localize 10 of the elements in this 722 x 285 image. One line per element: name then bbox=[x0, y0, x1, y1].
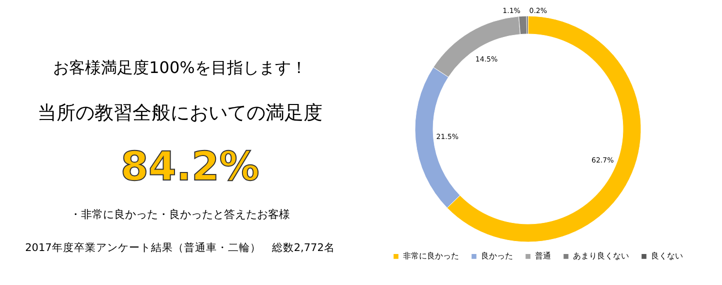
legend-label: 普通 bbox=[535, 251, 551, 260]
text: 84.2% bbox=[120, 144, 260, 190]
text: 2017年度卒業アンケート結果（普通車・二輪） 総数2,772名 bbox=[25, 241, 335, 254]
text: ・非常に良かった・良かったと答えたお客様 bbox=[70, 208, 290, 221]
legend-label: 非常に良かった bbox=[403, 251, 459, 260]
legend-label: 良かった bbox=[481, 251, 513, 260]
legend-label: あまり良くない bbox=[573, 251, 629, 260]
legend-label: 良くない bbox=[651, 251, 683, 260]
text: 当所の教習全般においての満足度 bbox=[38, 102, 322, 124]
text: お客様満足度100%を目指します！ bbox=[53, 58, 307, 77]
